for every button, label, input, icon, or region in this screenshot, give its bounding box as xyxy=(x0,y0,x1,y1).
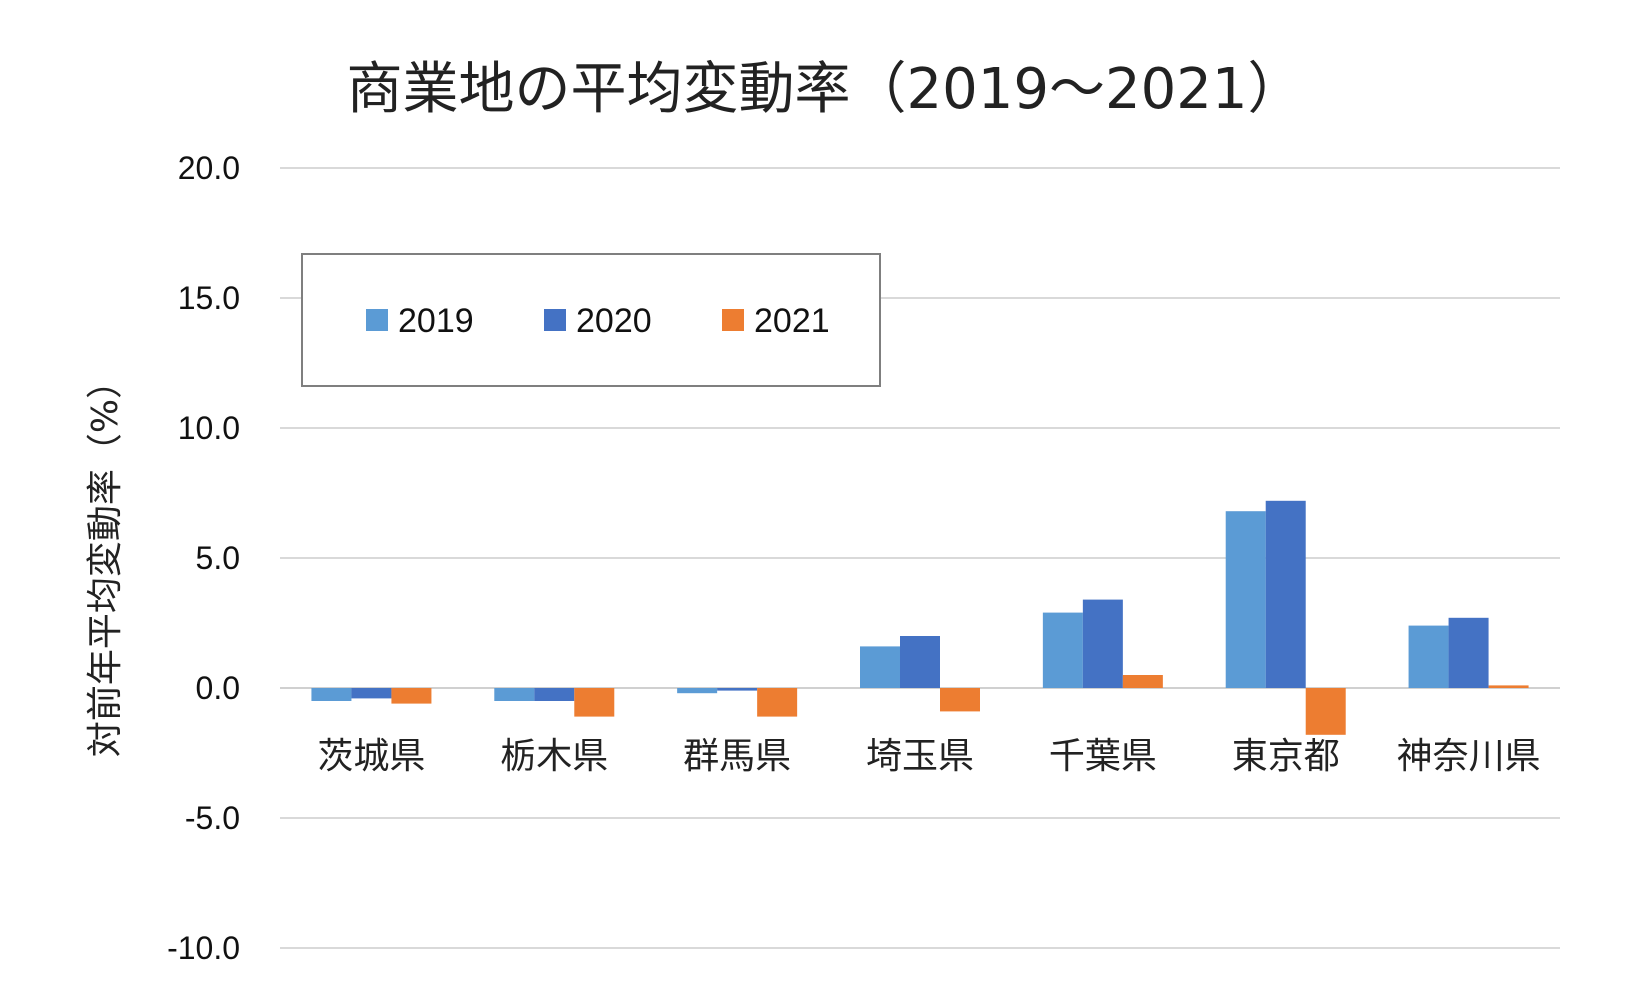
bar-2020-3 xyxy=(717,688,758,691)
bar-2019-5 xyxy=(1042,612,1083,688)
bar-2019-4 xyxy=(860,646,900,688)
bar-2020-5 xyxy=(1082,599,1123,688)
bar-2019-6 xyxy=(1225,511,1266,688)
category-label: 東京都 xyxy=(1232,736,1340,777)
bar-2021-6 xyxy=(1305,688,1346,735)
category-label: 神奈川県 xyxy=(1397,736,1541,777)
legend-swatch-2021 xyxy=(722,309,744,331)
legend: 2019 2020 2021 xyxy=(301,253,881,387)
legend-swatch-2019 xyxy=(366,309,388,331)
bar-2020-1 xyxy=(351,688,392,699)
y-tick-label: 5.0 xyxy=(196,540,240,576)
legend-label-2021: 2021 xyxy=(754,302,830,340)
category-label: 栃木県 xyxy=(500,736,608,777)
bar-2021-7 xyxy=(1488,685,1529,688)
y-tick-label: 0.0 xyxy=(196,670,240,706)
legend-label-2019: 2019 xyxy=(398,302,474,340)
y-axis-title: 対前年平均変動率（%） xyxy=(85,363,126,757)
bar-2019-3 xyxy=(677,688,718,694)
category-label: 千葉県 xyxy=(1049,736,1157,777)
y-tick-label: -5.0 xyxy=(185,800,240,836)
category-label: 埼玉県 xyxy=(866,736,974,777)
bar-2021-3 xyxy=(757,688,798,717)
bars xyxy=(311,500,1529,735)
y-tick-label: 20.0 xyxy=(178,150,240,186)
category-label: 群馬県 xyxy=(683,736,791,777)
category-label: 茨城県 xyxy=(317,736,425,777)
legend-label-2020: 2020 xyxy=(576,302,652,340)
bar-2021-1 xyxy=(391,688,432,704)
y-tick-label: -10.0 xyxy=(167,930,240,966)
category-labels: 茨城県 栃木県 群馬県 埼玉県 千葉県 東京都 神奈川県 xyxy=(317,736,1540,777)
chart-title: 商業地の平均変動率（2019～2021） xyxy=(346,57,1303,122)
bar-2020-7 xyxy=(1448,617,1489,688)
y-tick-label: 15.0 xyxy=(178,280,240,316)
bar-2021-5 xyxy=(1122,675,1163,688)
legend-items: 2019 2020 2021 xyxy=(366,302,830,340)
bar-2021-4 xyxy=(940,688,980,712)
bar-2020-4 xyxy=(900,636,940,688)
bar-2020-6 xyxy=(1265,500,1306,688)
bar-2021-2 xyxy=(574,688,615,717)
bar-2020-2 xyxy=(534,688,575,701)
bar-2019-2 xyxy=(494,688,535,701)
bar-2019-7 xyxy=(1408,625,1449,688)
legend-frame xyxy=(301,253,881,387)
bar-2019-1 xyxy=(311,688,352,701)
y-axis-ticks: 20.0 15.0 10.0 5.0 0.0 -5.0 -10.0 xyxy=(167,150,240,966)
y-tick-label: 10.0 xyxy=(178,410,240,446)
legend-swatch-2020 xyxy=(544,309,566,331)
